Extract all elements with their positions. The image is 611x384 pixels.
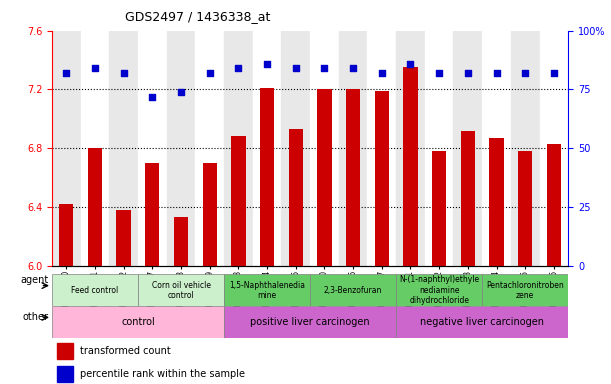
- Bar: [482, 31, 511, 266]
- Bar: [396, 306, 568, 338]
- Point: [406, 61, 415, 67]
- Bar: [109, 31, 138, 266]
- Text: Pentachloronitroben
zene: Pentachloronitroben zene: [486, 281, 564, 300]
- Bar: [52, 31, 81, 266]
- Bar: [288, 129, 303, 266]
- Point: [549, 70, 559, 76]
- Point: [463, 70, 473, 76]
- Bar: [367, 31, 396, 266]
- Point: [119, 70, 128, 76]
- Point: [61, 70, 71, 76]
- Bar: [396, 31, 425, 266]
- Text: control: control: [121, 317, 155, 327]
- Bar: [482, 275, 568, 306]
- Point: [320, 65, 329, 71]
- Bar: [253, 31, 282, 266]
- Bar: [432, 151, 446, 266]
- Point: [176, 89, 186, 95]
- Bar: [489, 138, 503, 266]
- Point: [291, 65, 301, 71]
- Bar: [231, 136, 246, 266]
- Bar: [224, 306, 396, 338]
- Text: transformed count: transformed count: [80, 346, 171, 356]
- Bar: [52, 275, 138, 306]
- Bar: [540, 31, 568, 266]
- Bar: [511, 31, 540, 266]
- Bar: [138, 31, 167, 266]
- Bar: [260, 88, 274, 266]
- Bar: [346, 89, 360, 266]
- Point: [233, 65, 243, 71]
- Point: [262, 61, 272, 67]
- Bar: [310, 31, 338, 266]
- Text: GDS2497 / 1436338_at: GDS2497 / 1436338_at: [125, 10, 271, 23]
- Bar: [317, 89, 332, 266]
- Point: [521, 70, 530, 76]
- Text: other: other: [23, 313, 49, 323]
- Bar: [453, 31, 482, 266]
- Bar: [52, 306, 224, 338]
- Text: N-(1-naphthyl)ethyle
nediamine
dihydrochloride: N-(1-naphthyl)ethyle nediamine dihydroch…: [399, 275, 479, 305]
- Bar: [174, 217, 188, 266]
- Point: [90, 65, 100, 71]
- Bar: [145, 163, 159, 266]
- Text: 2,3-Benzofuran: 2,3-Benzofuran: [324, 286, 382, 295]
- Point: [205, 70, 214, 76]
- Bar: [57, 366, 73, 382]
- Bar: [196, 31, 224, 266]
- Bar: [461, 131, 475, 266]
- Text: Feed control: Feed control: [71, 286, 119, 295]
- Bar: [282, 31, 310, 266]
- Bar: [224, 31, 253, 266]
- Point: [377, 70, 387, 76]
- Bar: [167, 31, 196, 266]
- Bar: [59, 204, 73, 266]
- Bar: [547, 144, 561, 266]
- Point: [434, 70, 444, 76]
- Text: agent: agent: [21, 275, 49, 285]
- Text: 1,5-Naphthalenedia
mine: 1,5-Naphthalenedia mine: [229, 281, 305, 300]
- Bar: [57, 343, 73, 359]
- Text: Corn oil vehicle
control: Corn oil vehicle control: [152, 281, 211, 300]
- Point: [492, 70, 502, 76]
- Text: negative liver carcinogen: negative liver carcinogen: [420, 317, 544, 327]
- Bar: [202, 163, 217, 266]
- Bar: [81, 31, 109, 266]
- Bar: [338, 31, 367, 266]
- Bar: [138, 275, 224, 306]
- Bar: [310, 275, 396, 306]
- Bar: [88, 148, 102, 266]
- Bar: [396, 275, 482, 306]
- Point: [147, 93, 157, 99]
- Bar: [224, 275, 310, 306]
- Point: [348, 65, 358, 71]
- Text: positive liver carcinogen: positive liver carcinogen: [251, 317, 370, 327]
- Bar: [117, 210, 131, 266]
- Bar: [403, 68, 418, 266]
- Bar: [518, 151, 532, 266]
- Bar: [375, 91, 389, 266]
- Bar: [425, 31, 453, 266]
- Text: percentile rank within the sample: percentile rank within the sample: [80, 369, 246, 379]
